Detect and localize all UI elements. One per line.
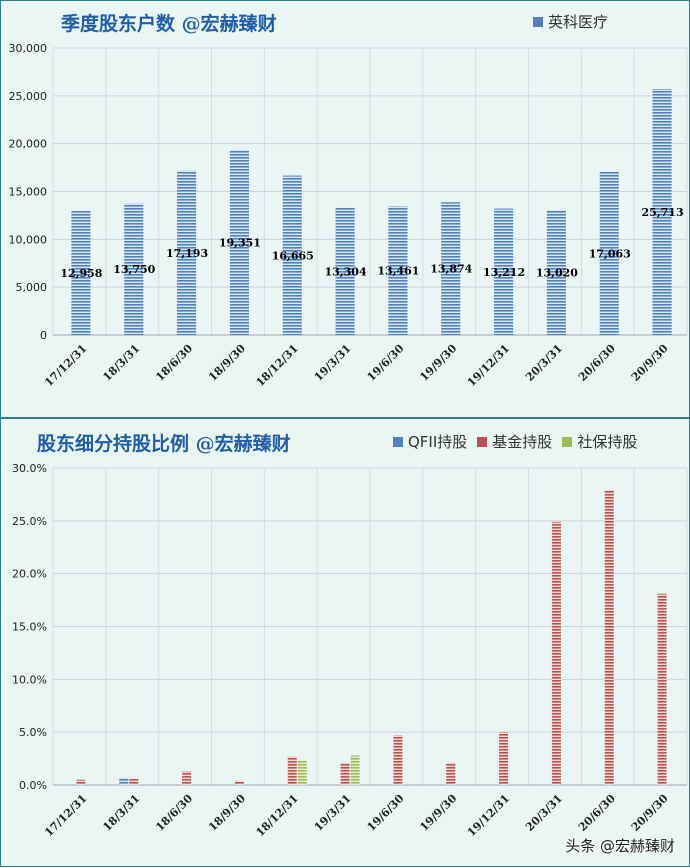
data-label: 25,713 — [642, 206, 684, 219]
y-tick-label: 5.0% — [19, 726, 47, 739]
x-tick-label: 18/3/31 — [100, 342, 142, 384]
x-tick-label: 20/3/31 — [523, 342, 565, 384]
y-tick-label: 0.0% — [19, 779, 47, 792]
y-tick-label: 10.0% — [12, 673, 47, 686]
legend-label: 基金持股 — [492, 433, 553, 451]
x-tick-label: 20/3/31 — [523, 792, 565, 834]
bar — [604, 490, 614, 785]
x-tick-label: 19/12/31 — [465, 792, 512, 839]
x-tick-label: 18/9/30 — [206, 792, 248, 834]
legend-item: 基金持股 — [477, 431, 552, 452]
y-tick-label: 25,000 — [9, 90, 48, 103]
legend-label: QFII持股 — [408, 433, 468, 451]
legend-label: 社保持股 — [577, 433, 638, 451]
data-label: 13,461 — [377, 265, 419, 278]
data-label: 13,750 — [113, 263, 155, 276]
watermark: 头条 @宏赫臻财 — [565, 837, 675, 855]
bar — [119, 777, 129, 785]
x-tick-label: 18/12/31 — [254, 792, 301, 839]
bar — [76, 779, 86, 785]
data-label: 19,351 — [219, 236, 261, 249]
bar — [551, 521, 561, 785]
bar — [129, 778, 139, 785]
bar — [652, 89, 672, 335]
bar — [297, 760, 307, 785]
x-tick-label: 19/9/30 — [417, 342, 459, 384]
y-tick-label: 10,000 — [9, 233, 48, 246]
chart-panel-shareholders: 季度股东户数 @宏赫臻财 英科医疗 0 5,000 10,000 15,000 20,0… — [0, 0, 690, 418]
bar — [229, 149, 249, 335]
y-tick-label: 15,000 — [9, 186, 48, 199]
x-tick-label: 17/12/31 — [42, 342, 89, 389]
y-tick-label: 30.0% — [12, 462, 47, 475]
data-label: 13,304 — [325, 265, 367, 278]
x-tick-label: 18/12/31 — [254, 342, 301, 389]
x-tick-label: 19/12/31 — [465, 342, 512, 389]
data-label: 17,063 — [589, 247, 631, 260]
x-tick-label: 20/6/30 — [576, 342, 618, 384]
x-tick-label: 19/6/30 — [365, 792, 407, 834]
chart-title: 股东细分持股比例 @宏赫臻财 — [37, 433, 291, 455]
chart-title: 季度股东户数 @宏赫臻财 — [61, 13, 277, 35]
bar — [393, 735, 403, 785]
legend-swatch — [393, 436, 403, 447]
data-label: 13,874 — [430, 263, 472, 276]
data-label: 16,665 — [272, 249, 314, 262]
y-tick-label: 0 — [40, 329, 47, 342]
x-tick-label: 20/6/30 — [576, 792, 618, 834]
bar — [124, 203, 144, 335]
y-tick-label: 5,000 — [16, 281, 48, 294]
x-tick-label: 19/6/30 — [365, 342, 407, 384]
bar — [335, 207, 355, 335]
y-tick-label: 20.0% — [12, 568, 47, 581]
bar — [499, 732, 509, 785]
x-tick-label: 19/9/30 — [417, 792, 459, 834]
bar — [350, 755, 360, 785]
bar — [282, 175, 302, 335]
legend-swatch — [533, 16, 543, 27]
bar — [599, 171, 619, 335]
legend-item: 英科医疗 — [533, 11, 608, 32]
chart-panel-holding-ratio: 股东细分持股比例 @宏赫臻财 QFII持股 基金持股 社保持股 0.0% 5.0%… — [0, 418, 690, 867]
bar — [340, 762, 350, 785]
bar — [287, 756, 297, 785]
bar — [657, 593, 667, 785]
legend-item: QFII持股 — [393, 431, 467, 452]
y-tick-label: 20,000 — [9, 138, 48, 151]
legend-label: 英科医疗 — [548, 13, 609, 31]
chart-legend: QFII持股 基金持股 社保持股 — [393, 431, 637, 452]
data-label: 12,958 — [60, 267, 102, 280]
bar — [182, 771, 192, 785]
y-tick-label: 30,000 — [9, 42, 48, 55]
x-tick-label: 18/6/30 — [153, 792, 195, 834]
x-tick-label: 20/9/30 — [629, 342, 671, 384]
x-tick-label: 18/6/30 — [153, 342, 195, 384]
data-label: 13,020 — [536, 267, 578, 280]
bar — [494, 208, 514, 335]
y-tick-label: 15.0% — [12, 621, 47, 634]
legend-item: 社保持股 — [562, 431, 637, 452]
bar — [441, 202, 461, 335]
legend-swatch — [477, 436, 488, 447]
y-tick-label: 25.0% — [12, 515, 47, 528]
bar — [177, 170, 197, 335]
bar — [446, 762, 456, 785]
bar — [388, 206, 408, 335]
x-tick-label: 20/9/30 — [629, 792, 671, 834]
x-tick-label: 19/3/31 — [312, 792, 354, 834]
data-label: 17,193 — [166, 247, 208, 260]
bar — [71, 211, 91, 335]
legend-swatch — [562, 436, 573, 447]
x-tick-label: 18/9/30 — [206, 342, 248, 384]
data-label: 13,212 — [483, 266, 525, 279]
bar — [234, 780, 244, 785]
x-tick-label: 18/3/31 — [100, 792, 142, 834]
bar-chart-shareholders: 0 5,000 10,000 15,000 20,000 25,000 30,000 12,9… — [9, 42, 688, 389]
chart-legend: 英科医疗 — [533, 11, 608, 32]
x-tick-label: 19/3/31 — [312, 342, 354, 384]
x-tick-label: 17/12/31 — [42, 792, 89, 839]
bar — [546, 210, 566, 335]
bar-chart-holding-ratio: 0.0% 5.0% 10.0% 15.0% 20.0% 25.0% 30.0% 17/12/3… — [12, 462, 688, 839]
